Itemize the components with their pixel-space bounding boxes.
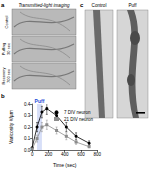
svg-text:30 sec: 30 sec <box>6 43 11 55</box>
svg-text:Time (sec): Time (sec) <box>53 162 77 168</box>
svg-text:c: c <box>80 2 84 8</box>
svg-text:0: 0 <box>31 152 34 157</box>
svg-text:0.1: 0.1 <box>24 136 31 141</box>
svg-text:Transmitted-light imaging: Transmitted-light imaging <box>18 3 70 8</box>
svg-text:200: 200 <box>45 152 53 157</box>
svg-text:b: b <box>1 93 5 99</box>
svg-text:0.3: 0.3 <box>24 113 31 118</box>
svg-text:Puff: Puff <box>35 98 45 104</box>
svg-text:Recovery: Recovery <box>1 67 6 85</box>
svg-text:Puffing: Puffing <box>1 42 6 56</box>
svg-text:0.2: 0.2 <box>24 125 31 130</box>
svg-text:a: a <box>1 2 5 8</box>
svg-text:21 DIV neuron: 21 DIV neuron <box>64 117 94 122</box>
svg-text:7 DIV neuron: 7 DIV neuron <box>64 110 91 115</box>
svg-text:400: 400 <box>61 152 69 157</box>
svg-text:0.4: 0.4 <box>24 102 31 107</box>
svg-text:800: 800 <box>93 152 101 157</box>
svg-text:700 sec: 700 sec <box>6 69 11 83</box>
svg-text:Puff: Puff <box>128 3 137 8</box>
svg-text:Control: Control <box>4 15 9 28</box>
svg-text:Varicosity #/µm: Varicosity #/µm <box>8 110 14 144</box>
svg-text:Control: Control <box>92 3 107 8</box>
svg-text:0.0: 0.0 <box>24 148 31 153</box>
svg-text:600: 600 <box>77 152 85 157</box>
